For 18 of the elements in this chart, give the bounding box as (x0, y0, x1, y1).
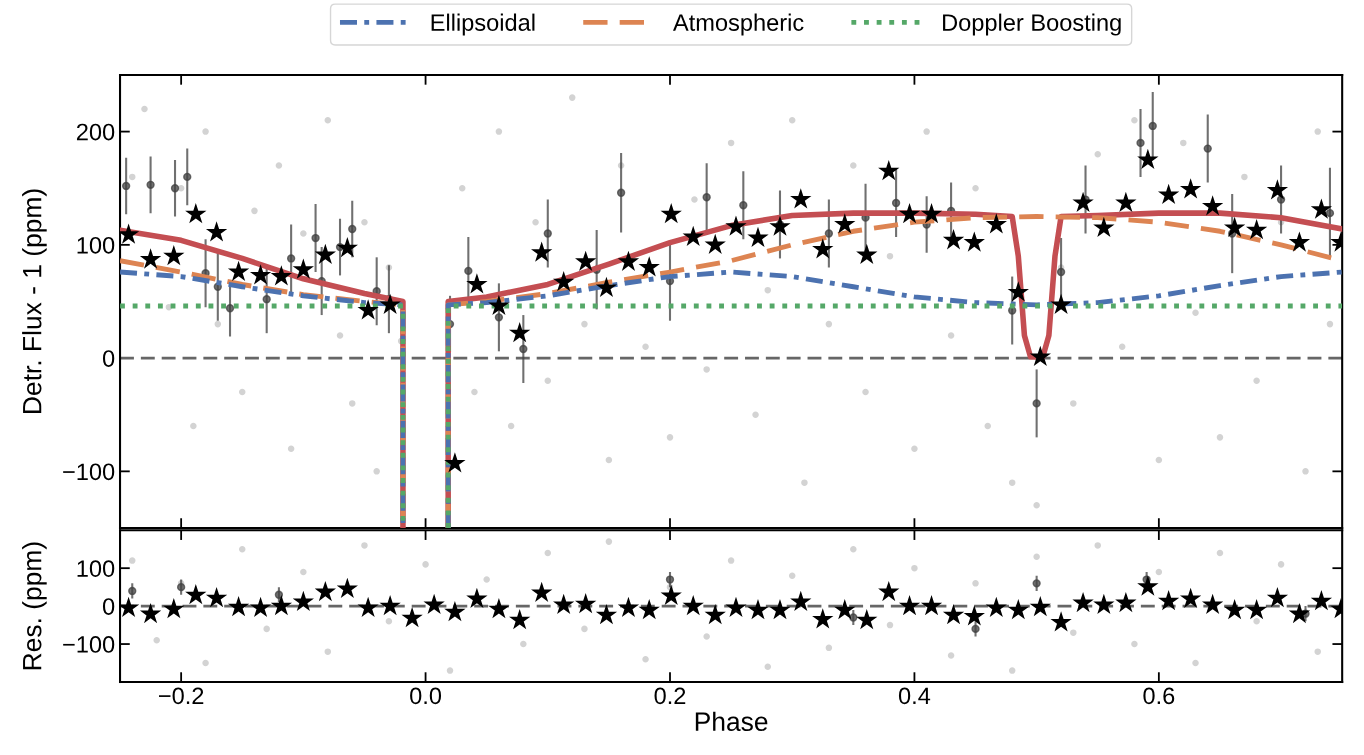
x-axis-title: Phase (695, 711, 768, 732)
y-axis-title: Detr. Flux - 1 (ppm) (22, 189, 47, 413)
y-axis-title: Res. (ppm) (22, 542, 47, 670)
y-tick-label: 200 (76, 123, 115, 141)
x-tick-label: 0.2 (654, 687, 686, 705)
y-tick-label: −100 (63, 463, 115, 481)
y-tick-label: 0 (102, 350, 115, 367)
legend-label: Ellipsoidal (431, 13, 535, 36)
x-tick-label: −0.2 (159, 687, 204, 705)
x-tick-label: 0.6 (1143, 687, 1175, 705)
x-tick-label: 0.4 (898, 687, 931, 705)
y-tick-label: −100 (63, 636, 115, 653)
x-tick-label: 0.0 (410, 687, 442, 705)
legend-label: Doppler Boosting (943, 13, 1121, 36)
y-tick-label: 0 (102, 598, 115, 615)
legend-label: Atmospheric (673, 13, 804, 36)
y-tick-label: 100 (77, 560, 115, 577)
y-tick-label: 100 (77, 236, 115, 254)
